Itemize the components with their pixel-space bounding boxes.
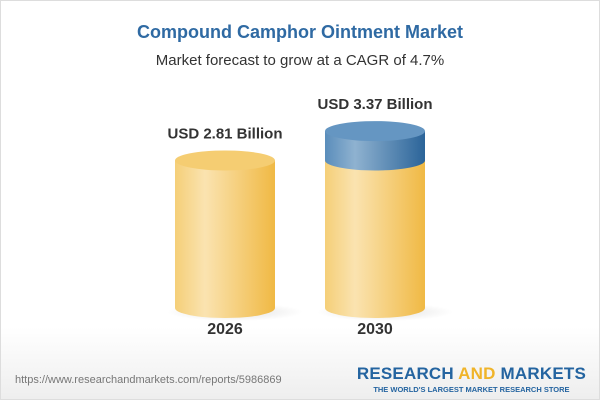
bar-top-2026 bbox=[175, 150, 275, 171]
logo-text: AND bbox=[458, 364, 496, 383]
data-label: USD 2.81 Billion bbox=[167, 125, 282, 142]
bar-2026-body bbox=[175, 160, 275, 318]
category-label: 2026 bbox=[207, 321, 243, 338]
bar-2030-body bbox=[325, 160, 425, 318]
chart-title: Compound Camphor Ointment Market bbox=[136, 22, 463, 42]
research-and-markets-logo: RESEARCH AND MARKETS THE WORLD'S LARGEST… bbox=[357, 364, 586, 394]
category-label: 2030 bbox=[357, 321, 393, 338]
chart-subtitle: Market forecast to grow at a CAGR of 4.7… bbox=[155, 52, 445, 69]
logo-text: RESEARCH bbox=[356, 364, 459, 383]
logo-tagline: THE WORLD'S LARGEST MARKET RESEARCH STOR… bbox=[373, 385, 570, 394]
source-url[interactable]: https://www.researchandmarkets.com/repor… bbox=[15, 374, 282, 386]
data-label: USD 3.37 Billion bbox=[317, 96, 432, 113]
bar-growth-2030-body bbox=[325, 131, 425, 171]
logo-text: MARKETS bbox=[495, 364, 586, 383]
bar-top-2030 bbox=[325, 121, 425, 142]
